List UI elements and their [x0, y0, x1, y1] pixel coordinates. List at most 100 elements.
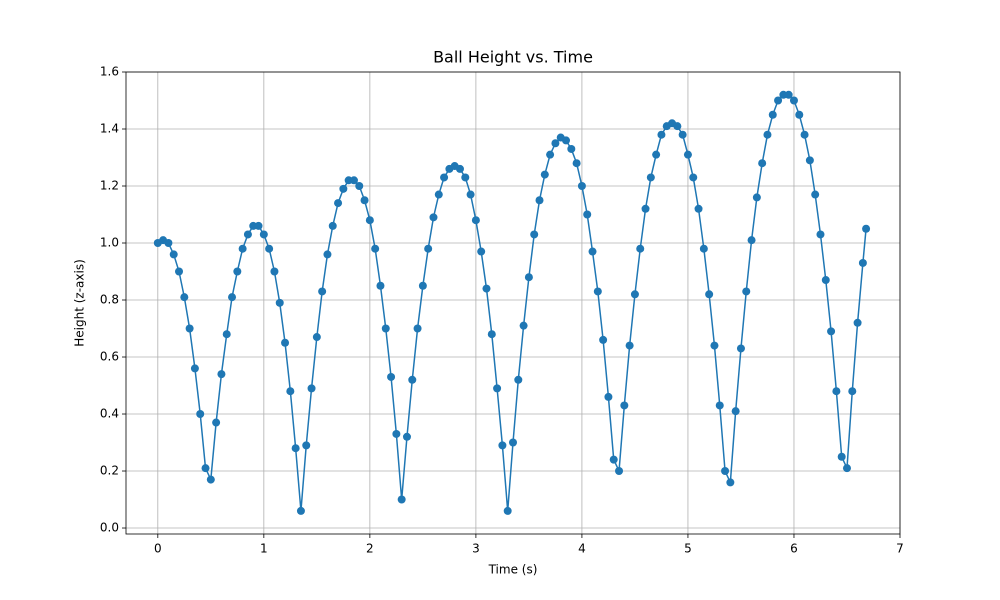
data-point	[540, 170, 549, 179]
x-tick-label: 1	[260, 542, 268, 556]
data-point	[281, 338, 290, 347]
data-point	[514, 375, 523, 384]
data-point	[593, 287, 602, 296]
data-point	[318, 287, 327, 296]
data-point	[832, 387, 841, 396]
data-point	[678, 130, 687, 139]
data-point	[434, 190, 443, 199]
plot-frame	[125, 71, 901, 535]
data-point	[811, 190, 820, 199]
data-point	[742, 287, 751, 296]
data-point	[657, 130, 666, 139]
data-point	[625, 341, 634, 350]
data-point	[238, 244, 247, 253]
data-point	[842, 464, 851, 473]
y-tick-label: 0.2	[100, 464, 119, 478]
data-point	[286, 387, 295, 396]
data-point	[424, 244, 433, 253]
data-point	[572, 159, 581, 168]
data-point	[217, 370, 226, 379]
data-point	[164, 239, 173, 248]
data-point	[800, 130, 809, 139]
x-tick-label: 4	[578, 542, 586, 556]
data-point	[519, 321, 528, 330]
data-point	[349, 176, 358, 185]
data-point	[821, 276, 830, 285]
data-point	[185, 324, 194, 333]
data-point	[837, 452, 846, 461]
data-point	[715, 401, 724, 410]
data-point	[524, 273, 533, 282]
data-point	[805, 156, 814, 165]
data-point	[376, 281, 385, 290]
data-point	[710, 341, 719, 350]
data-point	[487, 330, 496, 339]
data-point	[768, 110, 777, 119]
data-point	[577, 182, 586, 191]
data-point	[270, 267, 279, 276]
data-point	[498, 441, 507, 450]
data-point	[371, 244, 380, 253]
x-tick-label: 7	[896, 542, 904, 556]
data-point	[747, 236, 756, 245]
y-tick-label: 0.6	[100, 350, 119, 364]
data-point	[551, 139, 560, 148]
data-point	[615, 467, 624, 476]
data-point	[418, 281, 427, 290]
data-point	[736, 344, 745, 353]
data-point	[360, 196, 369, 205]
data-point	[408, 375, 417, 384]
data-point	[752, 193, 761, 202]
data-point	[323, 250, 332, 259]
data-point	[609, 455, 618, 464]
data-point	[180, 293, 189, 302]
data-point	[302, 441, 311, 450]
data-point	[530, 230, 539, 239]
data-point	[190, 364, 199, 373]
y-tick-label: 0.4	[100, 407, 119, 421]
data-point	[848, 387, 857, 396]
data-point	[402, 432, 411, 441]
x-tick-label: 0	[154, 542, 162, 556]
data-point	[689, 173, 698, 182]
data-point	[509, 438, 517, 447]
data-point	[275, 298, 284, 307]
data-point	[726, 478, 735, 487]
data-point	[455, 164, 464, 173]
data-point	[212, 418, 221, 427]
data-point	[583, 210, 592, 219]
chart-title: Ball Height vs. Time	[433, 48, 593, 67]
data-point	[641, 204, 650, 213]
data-point	[387, 372, 396, 381]
data-point	[562, 136, 571, 145]
data-point	[169, 250, 178, 259]
data-point	[222, 330, 231, 339]
x-tick-label: 2	[366, 542, 374, 556]
data-point	[588, 247, 597, 256]
x-axis-label: Time (s)	[488, 563, 538, 577]
data-point	[461, 173, 470, 182]
data-point	[774, 96, 783, 105]
data-point	[296, 506, 305, 515]
data-point	[546, 150, 555, 159]
data-point	[827, 327, 836, 336]
y-tick-label: 1.6	[100, 65, 119, 79]
data-point	[355, 182, 364, 191]
x-tick-label: 5	[684, 542, 692, 556]
data-point	[339, 184, 348, 193]
data-point	[795, 110, 804, 119]
data-point	[784, 90, 793, 99]
data-point	[636, 244, 645, 253]
data-point	[721, 467, 730, 476]
data-point	[265, 244, 274, 253]
data-point	[175, 267, 184, 276]
x-tick-label: 3	[472, 542, 480, 556]
data-point	[397, 495, 406, 504]
data-point	[429, 213, 438, 222]
data-point	[381, 324, 390, 333]
data-point	[763, 130, 772, 139]
y-tick-label: 1.4	[100, 122, 119, 136]
data-point	[673, 122, 682, 131]
data-point	[816, 230, 825, 239]
data-point	[694, 204, 703, 213]
